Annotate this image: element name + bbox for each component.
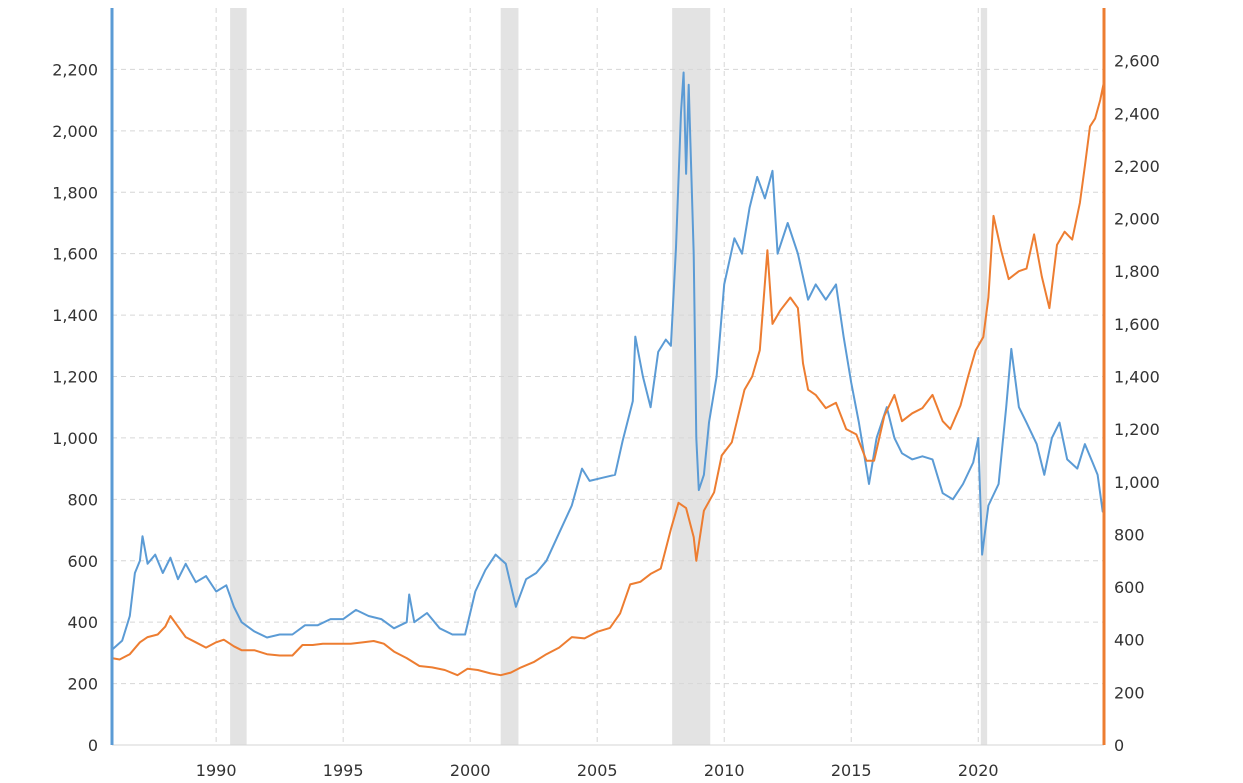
x-tick-label-2005: 2005 [577, 761, 618, 780]
right-tick-label-0: 0 [1114, 736, 1124, 755]
right-tick-label-1600: 1,600 [1114, 315, 1160, 334]
left-tick-label-1400: 1,400 [52, 306, 98, 325]
left-tick-label-2200: 2,200 [52, 60, 98, 79]
horizontal-gridlines [112, 68, 1104, 746]
right-tick-label-2200: 2,200 [1114, 157, 1160, 176]
right-tick-label-200: 200 [1114, 683, 1145, 702]
left-tick-label-2000: 2,000 [52, 122, 98, 141]
right-tick-label-1800: 1,800 [1114, 262, 1160, 281]
right-tick-label-1000: 1,000 [1114, 473, 1160, 492]
left-tick-label-1800: 1,800 [52, 183, 98, 202]
right-tick-label-400: 400 [1114, 631, 1145, 650]
x-tick-label-1990: 1990 [196, 761, 237, 780]
x-tick-label-2000: 2000 [450, 761, 491, 780]
left-axis-tick-labels: 0 200 400 600 800 1,000 1,200 1,400 1,600 1,800 2,… [52, 60, 98, 755]
x-tick-label-2020: 2020 [958, 761, 999, 780]
left-tick-label-600: 600 [67, 552, 98, 571]
left-tick-label-1600: 1,600 [52, 245, 98, 264]
right-tick-label-2400: 2,400 [1114, 104, 1160, 123]
x-tick-label-2015: 2015 [831, 761, 872, 780]
left-tick-label-200: 200 [67, 675, 98, 694]
series-lines [111, 71, 1105, 677]
series-line-left [111, 71, 1104, 651]
right-tick-label-1400: 1,400 [1114, 368, 1160, 387]
x-tick-label-1995: 1995 [323, 761, 364, 780]
left-tick-label-0: 0 [88, 736, 98, 755]
left-tick-label-1000: 1,000 [52, 429, 98, 448]
right-axis-tick-labels: 0 200 400 600 800 1,000 1,200 1,400 1,600 1,800 2,… [1114, 52, 1160, 755]
series-line-right [111, 80, 1105, 677]
left-tick-label-400: 400 [67, 613, 98, 632]
recession-band-3 [980, 8, 988, 745]
right-tick-label-2600: 2,600 [1114, 52, 1160, 71]
right-tick-label-1200: 1,200 [1114, 420, 1160, 439]
right-tick-label-600: 600 [1114, 578, 1145, 597]
right-tick-label-800: 800 [1114, 525, 1145, 544]
left-tick-label-800: 800 [67, 490, 98, 509]
left-tick-label-1200: 1,200 [52, 368, 98, 387]
x-axis-tick-labels: 1990 1995 2000 2005 2010 2015 2020 [196, 761, 999, 780]
x-tick-label-2010: 2010 [704, 761, 745, 780]
right-tick-label-2000: 2,000 [1114, 210, 1160, 229]
